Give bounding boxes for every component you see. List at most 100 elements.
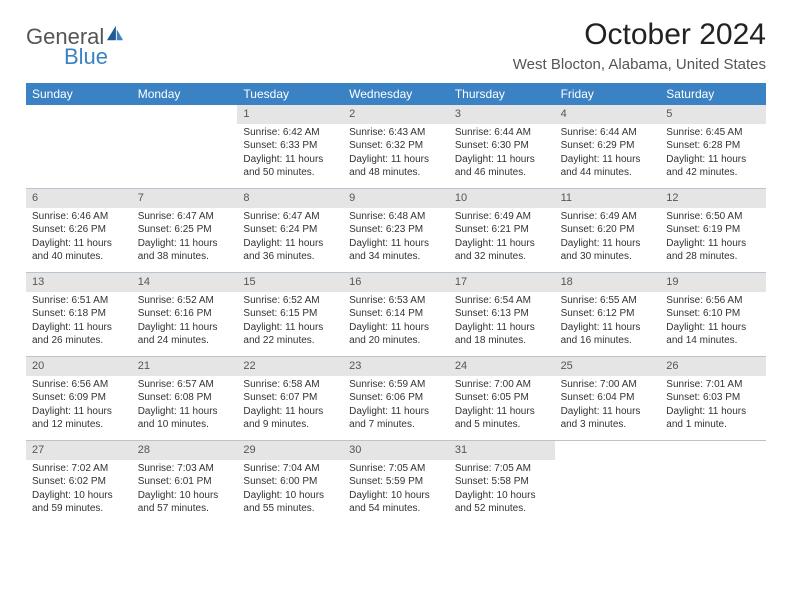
sunrise-text: Sunrise: 6:52 AM bbox=[243, 294, 337, 308]
sunset-text: Sunset: 6:28 PM bbox=[666, 139, 760, 153]
sunrise-text: Sunrise: 6:43 AM bbox=[349, 126, 443, 140]
day-number: 29 bbox=[237, 441, 343, 460]
daylight-text: Daylight: 11 hours bbox=[666, 405, 760, 419]
week-row: 13Sunrise: 6:51 AMSunset: 6:18 PMDayligh… bbox=[26, 273, 766, 357]
daylight-text: Daylight: 10 hours bbox=[32, 489, 126, 503]
sunrise-text: Sunrise: 6:45 AM bbox=[666, 126, 760, 140]
day-content: Sunrise: 6:55 AMSunset: 6:12 PMDaylight:… bbox=[555, 294, 661, 352]
day-cell: 24Sunrise: 7:00 AMSunset: 6:05 PMDayligh… bbox=[449, 357, 555, 440]
daylight-text: and 57 minutes. bbox=[138, 502, 232, 516]
day-cell bbox=[555, 441, 661, 525]
day-cell: 5Sunrise: 6:45 AMSunset: 6:28 PMDaylight… bbox=[660, 105, 766, 188]
week-row: 27Sunrise: 7:02 AMSunset: 6:02 PMDayligh… bbox=[26, 441, 766, 525]
location-text: West Blocton, Alabama, United States bbox=[513, 56, 766, 73]
daylight-text: Daylight: 11 hours bbox=[32, 405, 126, 419]
brand-text-blue: Blue bbox=[64, 44, 125, 70]
sunrise-text: Sunrise: 7:01 AM bbox=[666, 378, 760, 392]
day-content: Sunrise: 6:49 AMSunset: 6:21 PMDaylight:… bbox=[449, 210, 555, 268]
calendar: Sunday Monday Tuesday Wednesday Thursday… bbox=[26, 83, 766, 525]
daylight-text: Daylight: 11 hours bbox=[349, 237, 443, 251]
sunrise-text: Sunrise: 6:44 AM bbox=[561, 126, 655, 140]
daylight-text: and 14 minutes. bbox=[666, 334, 760, 348]
day-content: Sunrise: 6:47 AMSunset: 6:25 PMDaylight:… bbox=[132, 210, 238, 268]
day-number: 12 bbox=[660, 189, 766, 208]
daylight-text: and 50 minutes. bbox=[243, 166, 337, 180]
day-content: Sunrise: 7:02 AMSunset: 6:02 PMDaylight:… bbox=[26, 462, 132, 520]
sunset-text: Sunset: 6:12 PM bbox=[561, 307, 655, 321]
day-content: Sunrise: 6:48 AMSunset: 6:23 PMDaylight:… bbox=[343, 210, 449, 268]
daylight-text: Daylight: 11 hours bbox=[561, 321, 655, 335]
sunset-text: Sunset: 6:09 PM bbox=[32, 391, 126, 405]
daylight-text: Daylight: 11 hours bbox=[32, 237, 126, 251]
day-number: 5 bbox=[660, 105, 766, 124]
sunset-text: Sunset: 6:14 PM bbox=[349, 307, 443, 321]
sunset-text: Sunset: 6:08 PM bbox=[138, 391, 232, 405]
daylight-text: and 20 minutes. bbox=[349, 334, 443, 348]
day-number: 4 bbox=[555, 105, 661, 124]
daylight-text: Daylight: 11 hours bbox=[138, 405, 232, 419]
day-cell bbox=[26, 105, 132, 188]
weekday-sunday: Sunday bbox=[26, 83, 132, 105]
sunrise-text: Sunrise: 6:58 AM bbox=[243, 378, 337, 392]
daylight-text: Daylight: 11 hours bbox=[561, 153, 655, 167]
daylight-text: Daylight: 10 hours bbox=[138, 489, 232, 503]
daylight-text: and 40 minutes. bbox=[32, 250, 126, 264]
day-cell: 28 Sunrise: 7:03 AMSunset: 6:01 PMDayligh… bbox=[132, 441, 238, 525]
daylight-text: and 9 minutes. bbox=[243, 418, 337, 432]
day-cell: 13Sunrise: 6:51 AMSunset: 6:18 PMDayligh… bbox=[26, 273, 132, 356]
sunrise-text: Sunrise: 6:53 AM bbox=[349, 294, 443, 308]
daylight-text: and 55 minutes. bbox=[243, 502, 337, 516]
daylight-text: and 7 minutes. bbox=[349, 418, 443, 432]
sunrise-text: Sunrise: 6:49 AM bbox=[455, 210, 549, 224]
weekday-saturday: Saturday bbox=[660, 83, 766, 105]
day-number: 24 bbox=[449, 357, 555, 376]
sunrise-text: Sunrise: 7:00 AM bbox=[455, 378, 549, 392]
daylight-text: and 32 minutes. bbox=[455, 250, 549, 264]
weekday-header-row: Sunday Monday Tuesday Wednesday Thursday… bbox=[26, 83, 766, 105]
sunrise-text: Sunrise: 6:59 AM bbox=[349, 378, 443, 392]
day-number: 8 bbox=[237, 189, 343, 208]
day-number: 30 bbox=[343, 441, 449, 460]
day-cell: 8 Sunrise: 6:47 AMSunset: 6:24 PMDaylight… bbox=[237, 189, 343, 272]
sunrise-text: Sunrise: 6:56 AM bbox=[666, 294, 760, 308]
sunset-text: Sunset: 6:23 PM bbox=[349, 223, 443, 237]
day-content: Sunrise: 6:47 AMSunset: 6:24 PMDaylight:… bbox=[237, 210, 343, 268]
daylight-text: Daylight: 11 hours bbox=[349, 321, 443, 335]
brand-sail-icon bbox=[105, 24, 125, 47]
day-number: 11 bbox=[555, 189, 661, 208]
daylight-text: Daylight: 11 hours bbox=[243, 153, 337, 167]
daylight-text: and 52 minutes. bbox=[455, 502, 549, 516]
day-cell: 27Sunrise: 7:02 AMSunset: 6:02 PMDayligh… bbox=[26, 441, 132, 525]
day-number: 28 bbox=[132, 441, 238, 460]
daylight-text: Daylight: 11 hours bbox=[455, 153, 549, 167]
day-content: Sunrise: 6:51 AMSunset: 6:18 PMDaylight:… bbox=[26, 294, 132, 352]
sunrise-text: Sunrise: 6:54 AM bbox=[455, 294, 549, 308]
daylight-text: and 42 minutes. bbox=[666, 166, 760, 180]
daylight-text: Daylight: 11 hours bbox=[243, 237, 337, 251]
day-content: Sunrise: 6:50 AMSunset: 6:19 PMDaylight:… bbox=[660, 210, 766, 268]
weekday-monday: Monday bbox=[132, 83, 238, 105]
sunrise-text: Sunrise: 6:50 AM bbox=[666, 210, 760, 224]
sunset-text: Sunset: 6:33 PM bbox=[243, 139, 337, 153]
sunset-text: Sunset: 6:32 PM bbox=[349, 139, 443, 153]
day-content: Sunrise: 6:52 AMSunset: 6:16 PMDaylight:… bbox=[132, 294, 238, 352]
sunrise-text: Sunrise: 7:05 AM bbox=[455, 462, 549, 476]
month-title: October 2024 bbox=[513, 18, 766, 52]
day-number: 14 bbox=[132, 273, 238, 292]
day-number: 9 bbox=[343, 189, 449, 208]
day-cell: 31Sunrise: 7:05 AMSunset: 5:58 PMDayligh… bbox=[449, 441, 555, 525]
day-cell: 11Sunrise: 6:49 AMSunset: 6:20 PMDayligh… bbox=[555, 189, 661, 272]
day-content: Sunrise: 7:03 AMSunset: 6:01 PMDaylight:… bbox=[132, 462, 238, 520]
week-row: 20Sunrise: 6:56 AMSunset: 6:09 PMDayligh… bbox=[26, 357, 766, 441]
day-number: 22 bbox=[237, 357, 343, 376]
daylight-text: and 1 minute. bbox=[666, 418, 760, 432]
daylight-text: Daylight: 11 hours bbox=[455, 405, 549, 419]
sunset-text: Sunset: 6:29 PM bbox=[561, 139, 655, 153]
day-cell: 12 Sunrise: 6:50 AMSunset: 6:19 PMDayligh… bbox=[660, 189, 766, 272]
day-content: Sunrise: 6:59 AMSunset: 6:06 PMDaylight:… bbox=[343, 378, 449, 436]
daylight-text: and 24 minutes. bbox=[138, 334, 232, 348]
day-content: Sunrise: 7:01 AMSunset: 6:03 PMDaylight:… bbox=[660, 378, 766, 436]
sunset-text: Sunset: 6:26 PM bbox=[32, 223, 126, 237]
weekday-friday: Friday bbox=[555, 83, 661, 105]
day-number: 2 bbox=[343, 105, 449, 124]
